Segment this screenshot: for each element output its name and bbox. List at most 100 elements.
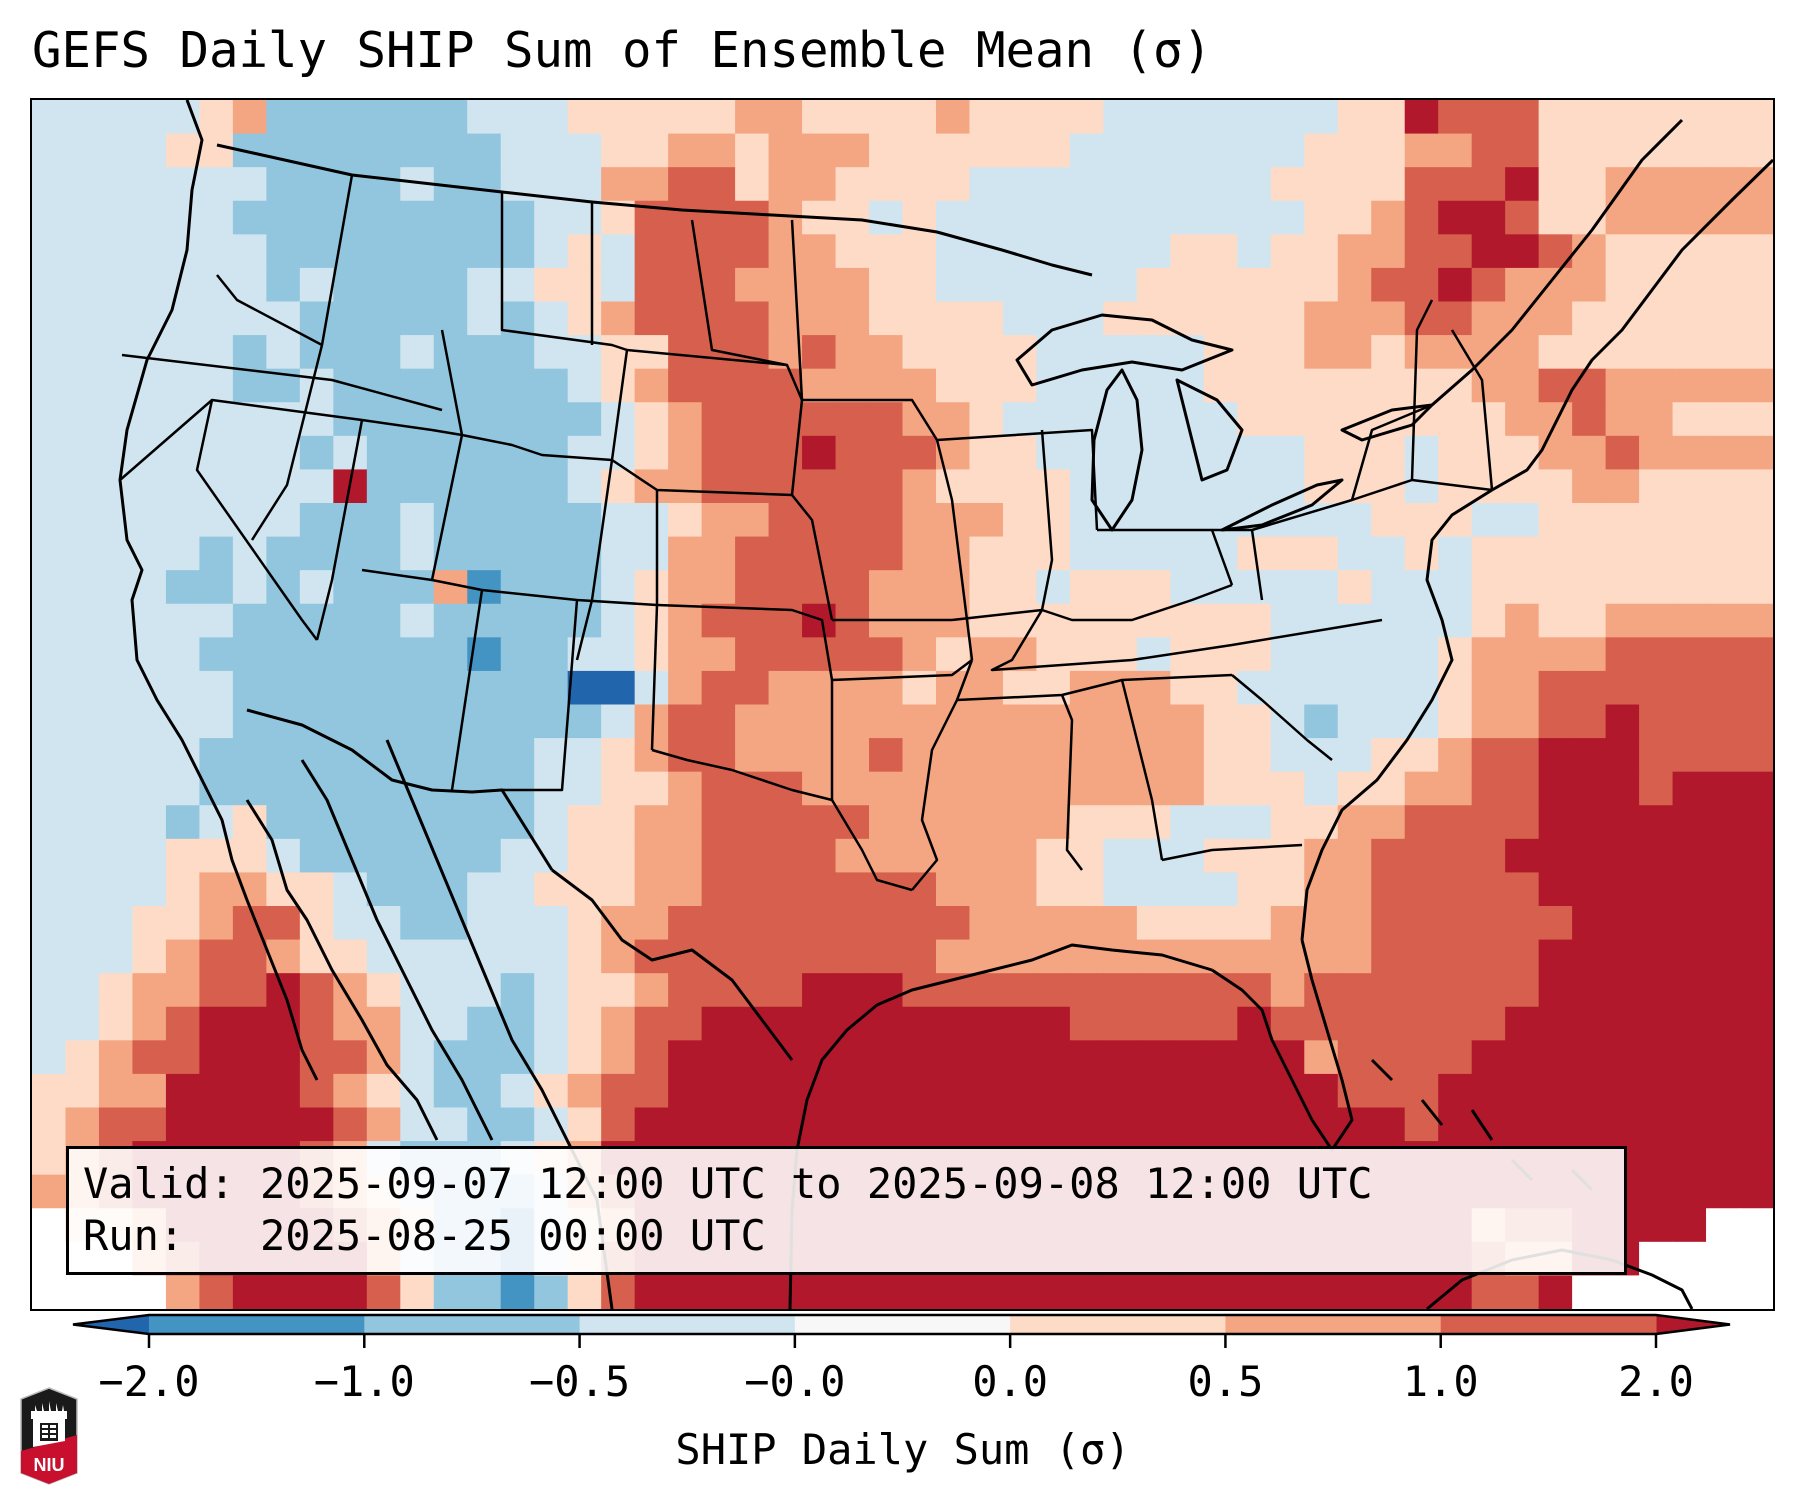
field-cell <box>1672 771 1707 806</box>
field-cell <box>333 1006 368 1041</box>
field-cell <box>1672 1141 1707 1176</box>
field-cell <box>333 704 368 739</box>
field-cell <box>1739 1040 1773 1075</box>
field-cell <box>735 872 770 907</box>
field-cell <box>1572 435 1607 471</box>
field-cell <box>1136 670 1171 706</box>
field-cell <box>333 200 368 235</box>
field-cell <box>333 670 368 706</box>
field-cell <box>601 368 636 403</box>
field-cell <box>1505 1006 1540 1041</box>
field-cell <box>601 100 636 135</box>
field-cell <box>869 1107 904 1142</box>
field-cell <box>735 1107 770 1142</box>
field-cell <box>969 368 1004 403</box>
field-cell <box>935 435 971 471</box>
field-cell <box>1371 200 1406 235</box>
field-cell <box>1572 402 1607 437</box>
field-cell <box>1337 603 1372 638</box>
field-cell <box>835 435 870 471</box>
field-cell <box>1270 402 1305 437</box>
field-cell <box>65 738 100 773</box>
field-cell <box>1136 469 1171 504</box>
field-cell <box>1270 435 1305 471</box>
field-cell <box>165 1073 200 1109</box>
colorbar-segment <box>794 1315 1011 1334</box>
field-cell <box>1605 234 1640 269</box>
field-cell <box>534 603 569 638</box>
field-cell <box>165 771 200 806</box>
field-cell <box>1605 570 1640 605</box>
field-cell <box>1136 1006 1171 1041</box>
field-cell <box>1237 200 1272 235</box>
field-cell <box>299 805 334 840</box>
field-cell <box>668 704 703 739</box>
field-cell <box>735 335 770 370</box>
field-cell <box>467 1040 502 1075</box>
field-cell <box>1337 335 1372 370</box>
field-cell <box>1036 670 1071 706</box>
field-cell <box>567 1040 602 1075</box>
field-cell <box>768 670 803 706</box>
field-cell <box>1505 503 1540 538</box>
field-cell <box>835 738 870 773</box>
colorbar-tick-label: 0.5 <box>1187 1357 1264 1406</box>
field-cell <box>1170 570 1205 605</box>
field-cell <box>902 167 937 202</box>
field-cell <box>232 1073 267 1109</box>
field-cell <box>735 637 770 672</box>
field-cell <box>232 1275 267 1309</box>
field-cell <box>366 167 401 202</box>
field-cell <box>634 570 669 605</box>
field-cell <box>1170 872 1205 907</box>
field-cell <box>701 200 736 235</box>
field-cell <box>1304 906 1339 941</box>
niu-logo: NIU <box>20 1387 78 1485</box>
field-cell <box>1069 1040 1104 1075</box>
field-cell <box>1304 301 1339 336</box>
field-cell <box>869 939 904 974</box>
field-cell <box>1471 637 1506 672</box>
field-cell <box>199 939 234 974</box>
field-cell <box>500 738 535 773</box>
field-cell <box>634 838 669 874</box>
field-cell <box>634 973 669 1008</box>
field-cell <box>668 133 703 168</box>
field-cell <box>567 805 602 840</box>
field-cell <box>299 1275 334 1309</box>
field-cell <box>902 1073 937 1109</box>
field-cell <box>1706 435 1741 471</box>
colorbar-segment <box>1010 1315 1226 1334</box>
field-cell <box>299 1107 334 1142</box>
field-cell <box>1572 704 1607 739</box>
field-cell <box>32 805 67 840</box>
field-cell <box>500 1073 535 1109</box>
field-cell <box>1170 771 1205 806</box>
field-cell <box>634 1275 669 1309</box>
field-cell <box>1639 805 1674 840</box>
field-cell <box>534 402 569 437</box>
field-cell <box>1572 267 1607 303</box>
field-cell <box>1069 368 1104 403</box>
field-cell <box>1002 570 1038 605</box>
field-cell <box>1471 738 1506 773</box>
field-cell <box>467 335 502 370</box>
field-cell <box>1103 906 1138 941</box>
valid-time-text: Valid: 2025-09-07 12:00 UTC to 2025-09-0… <box>83 1159 1373 1208</box>
field-cell <box>1672 906 1707 941</box>
field-cell <box>1706 368 1741 403</box>
field-cell <box>98 1006 134 1041</box>
field-cell <box>1337 872 1372 907</box>
field-cell <box>299 872 334 907</box>
colorbar-tick-label: −2.0 <box>98 1357 200 1406</box>
field-cell <box>165 301 200 336</box>
field-cell <box>366 301 401 336</box>
field-cell <box>1639 335 1674 370</box>
field-cell <box>1639 234 1674 269</box>
field-cell <box>668 435 703 471</box>
field-cell <box>500 872 535 907</box>
field-cell <box>1002 738 1038 773</box>
field-cell <box>500 200 535 235</box>
field-cell <box>165 1107 200 1142</box>
field-cell <box>366 1275 401 1309</box>
